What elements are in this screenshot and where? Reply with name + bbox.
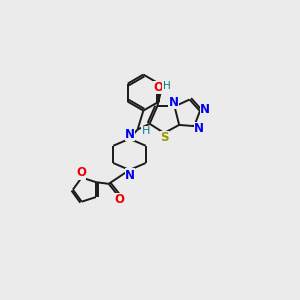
Text: O: O <box>76 167 86 179</box>
Text: H: H <box>142 126 150 136</box>
Text: S: S <box>160 131 168 144</box>
Text: N: N <box>125 128 135 141</box>
Text: N: N <box>200 103 210 116</box>
Text: O: O <box>153 81 164 94</box>
Text: N: N <box>194 122 204 135</box>
Text: O: O <box>114 193 124 206</box>
Text: N: N <box>125 169 135 182</box>
Text: H: H <box>163 81 170 91</box>
Text: N: N <box>168 96 178 109</box>
